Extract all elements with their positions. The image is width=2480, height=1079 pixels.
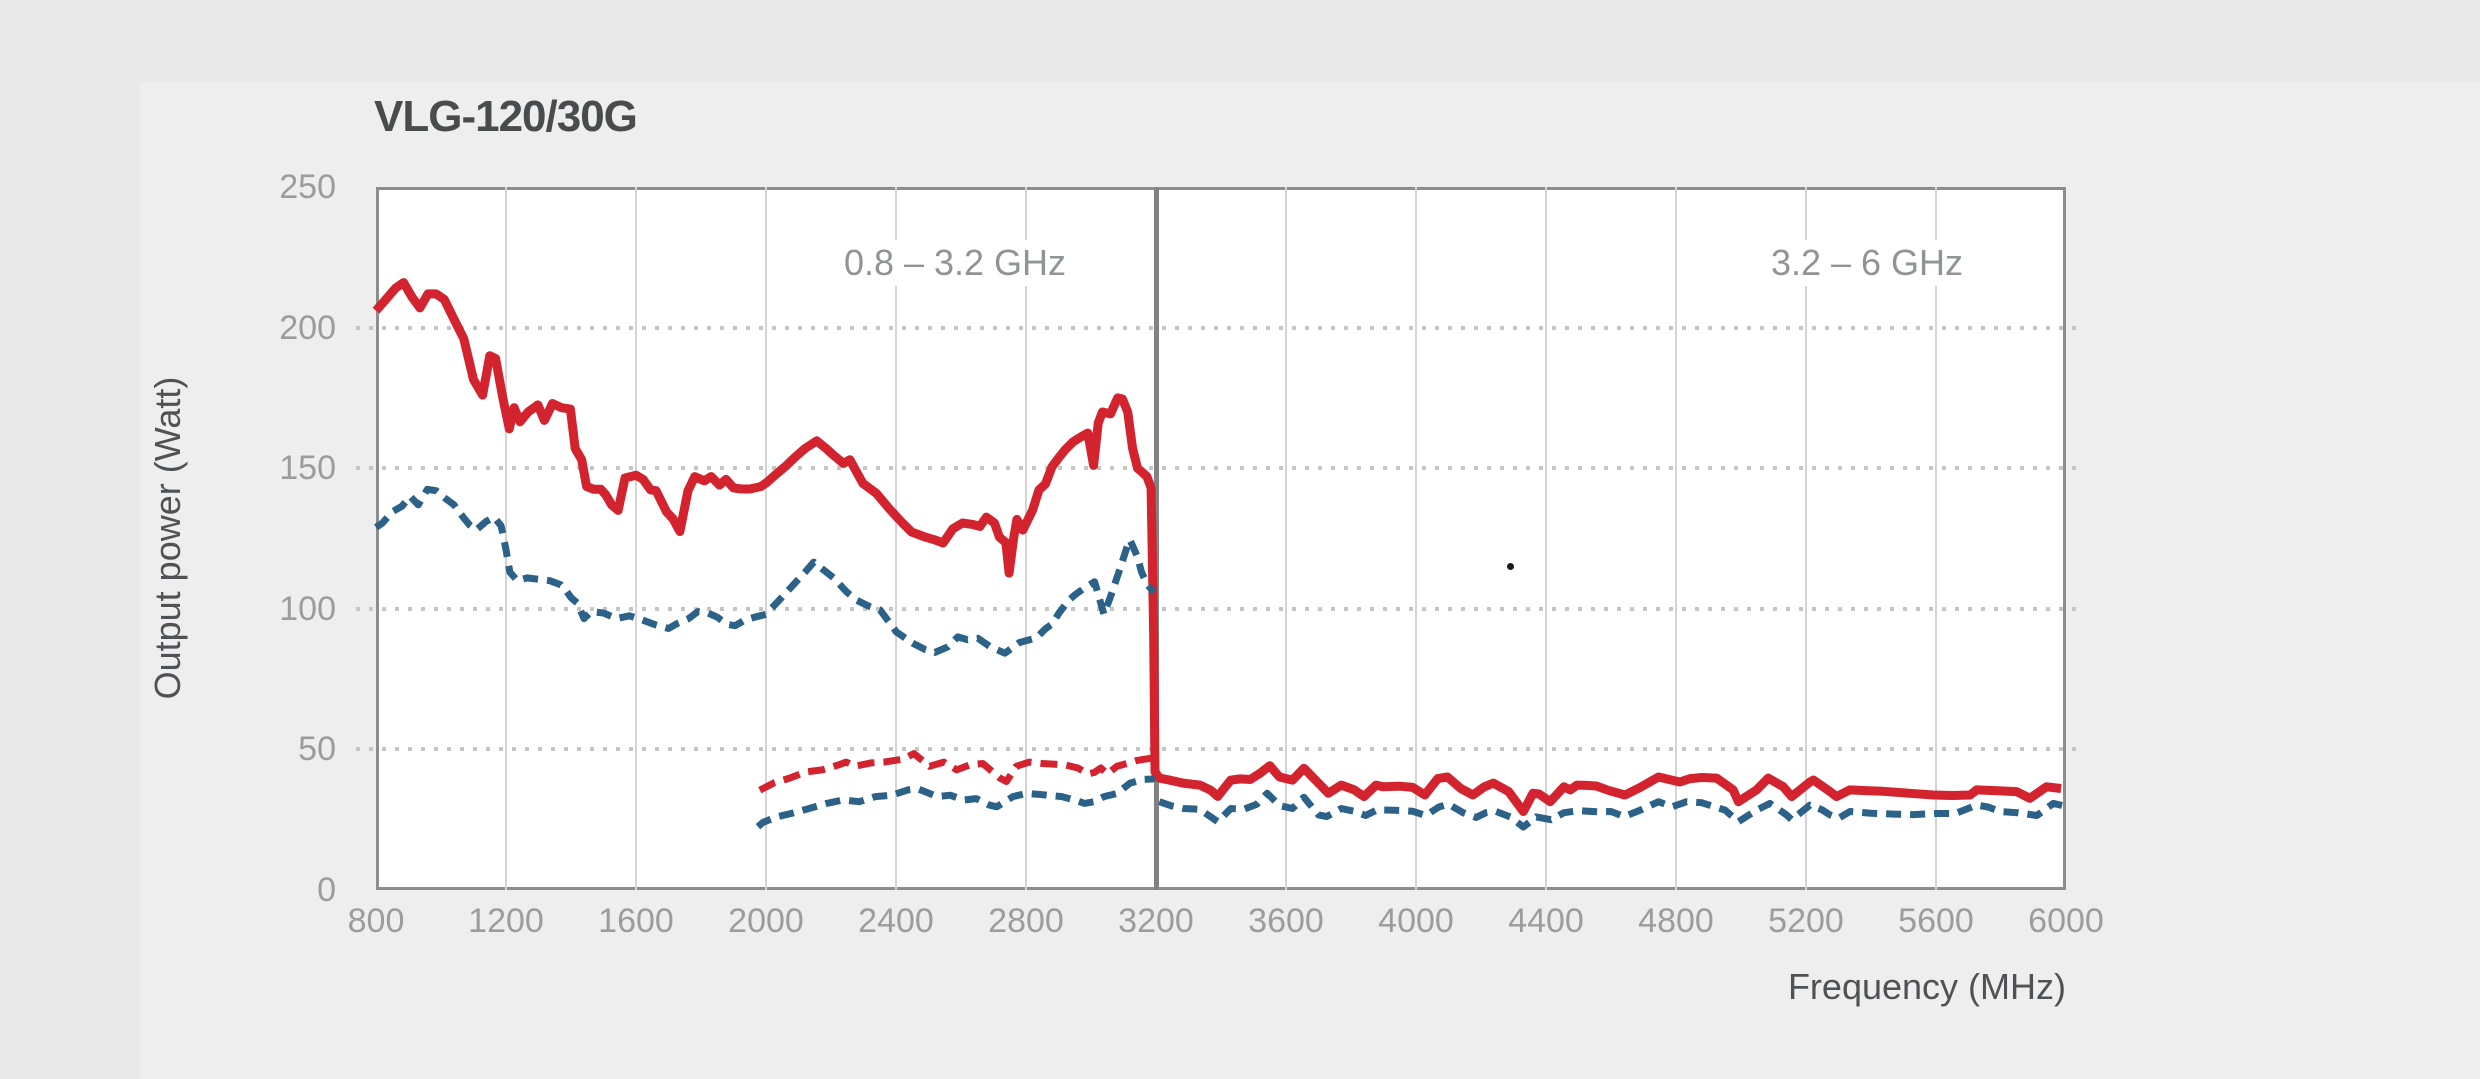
x-tick-label-1200: 1200 [468, 902, 544, 940]
dotted-gridline-50w [356, 747, 2080, 752]
gridline-2000mhz [765, 187, 767, 890]
chart-title: VLG-120/30G [374, 92, 638, 141]
x-tick-label-5600: 5600 [1898, 902, 1974, 940]
y-tick-label-150: 150 [279, 449, 336, 488]
gridline-4400mhz [1545, 187, 1547, 890]
y-tick-label-100: 100 [279, 589, 336, 628]
x-tick-label-4800: 4800 [1638, 902, 1714, 940]
stray-data-dot [1506, 563, 1514, 571]
gridline-4800mhz [1675, 187, 1677, 890]
dotted-gridline-200w [356, 325, 2080, 330]
x-axis-title: Frequency (MHz) [1787, 966, 2066, 1007]
gridline-1200mhz [505, 187, 507, 890]
x-tick-label-3600: 3600 [1248, 902, 1324, 940]
dotted-gridline-100w [356, 606, 2080, 611]
x-tick-label-1600: 1600 [598, 902, 674, 940]
y-tick-label-250: 250 [279, 168, 336, 206]
gridline-1600mhz [635, 187, 637, 890]
x-tick-label-6000: 6000 [2028, 902, 2104, 940]
x-tick-label-5200: 5200 [1768, 902, 1844, 940]
x-tick-label-2800: 2800 [988, 902, 1064, 940]
gridline-5600mhz [1935, 187, 1937, 890]
gridline-3600mhz [1285, 187, 1287, 890]
gridline-2800mhz [1025, 187, 1027, 890]
x-tick-label-2400: 2400 [858, 902, 934, 940]
y-tick-label-200: 200 [279, 308, 336, 347]
y-tick-label-0: 0 [317, 871, 336, 909]
legend: Output Power (Compression max. = 1dB) Ou… [2200, 90, 2460, 650]
dotted-gridline-150w [356, 466, 2080, 471]
gridline-2400mhz [895, 187, 897, 890]
plot-area [376, 187, 2066, 890]
gridline-4000mhz [1415, 187, 1417, 890]
region-label-0: 0.8 – 3.2 GHz [829, 240, 1081, 286]
x-tick-label-4000: 4000 [1378, 902, 1454, 940]
y-tick-label-50: 50 [298, 730, 336, 769]
x-tick-label-2000: 2000 [728, 902, 804, 940]
gridline-5200mhz [1805, 187, 1807, 890]
x-tick-label-4400: 4400 [1508, 902, 1584, 940]
x-tick-label-800: 800 [347, 902, 405, 940]
region-label-1: 3.2 – 6 GHz [1756, 240, 1978, 286]
x-tick-label-3200: 3200 [1118, 902, 1194, 940]
band-separator-line [1153, 187, 1159, 890]
